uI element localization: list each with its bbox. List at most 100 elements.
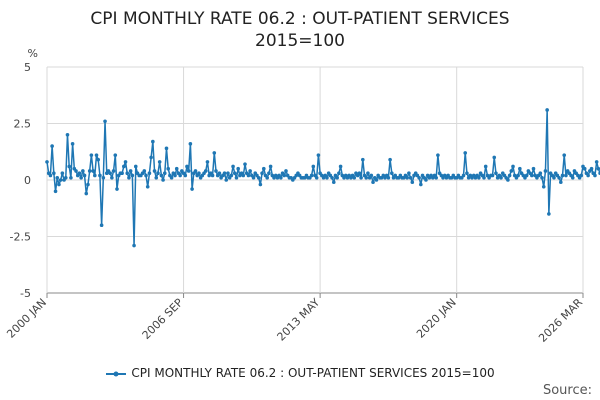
data-point (541, 184, 546, 189)
data-point (226, 171, 230, 176)
data-point (154, 175, 159, 180)
data-point (190, 187, 194, 191)
x-tick-label: 2000 JAN (4, 296, 49, 341)
data-point (224, 178, 229, 182)
data-point (463, 151, 468, 155)
data-point (169, 175, 174, 180)
data-point (133, 164, 138, 169)
data-point (482, 175, 486, 180)
data-point (529, 173, 534, 178)
data-point (314, 175, 319, 180)
data-point (241, 173, 246, 178)
data-point (94, 153, 99, 157)
data-point (477, 175, 481, 180)
data-point (330, 175, 334, 180)
data-point (316, 153, 321, 157)
chart-title-line2: 2015=100 (255, 31, 345, 51)
data-point (111, 169, 116, 173)
data-point (55, 175, 60, 180)
data-point (45, 160, 49, 164)
data-point (596, 166, 600, 171)
data-point (70, 142, 75, 146)
x-tick-label: 2026 MAR (536, 296, 585, 345)
data-point (461, 173, 466, 178)
data-point (570, 175, 575, 180)
data-point (434, 175, 439, 180)
data-point (405, 175, 409, 180)
data-point (157, 160, 162, 164)
data-point (113, 153, 118, 157)
data-point (151, 139, 155, 144)
data-point (144, 173, 148, 178)
data-point (156, 171, 160, 176)
data-point (60, 171, 65, 176)
data-point (361, 157, 365, 162)
data-point (540, 175, 544, 180)
data-point (552, 175, 556, 180)
data-point (101, 175, 106, 180)
data-point (586, 173, 590, 178)
data-point (359, 175, 363, 180)
data-point (210, 173, 215, 178)
data-point (388, 157, 392, 162)
data-point (115, 187, 119, 191)
data-point (65, 133, 70, 137)
data-point (58, 178, 63, 182)
data-point (229, 173, 234, 178)
data-point (79, 175, 83, 180)
data-point (417, 175, 421, 180)
data-point (364, 175, 369, 180)
data-point (96, 157, 101, 162)
data-point (338, 164, 343, 169)
data-point (268, 164, 273, 169)
data-point (108, 171, 112, 176)
data-point (86, 182, 90, 187)
data-point (162, 171, 167, 176)
legend-swatch (106, 371, 127, 376)
data-point (325, 175, 329, 180)
data-point (236, 166, 240, 171)
data-point (232, 171, 237, 176)
data-point (335, 175, 339, 180)
data-point (57, 182, 61, 187)
data-point (490, 173, 495, 178)
data-point (309, 173, 314, 178)
data-point (243, 162, 247, 166)
data-point (212, 151, 217, 155)
data-point (593, 173, 597, 178)
data-point (518, 166, 522, 171)
data-point (234, 175, 239, 180)
data-point (159, 173, 164, 178)
data-point (560, 173, 565, 178)
data-point (183, 173, 188, 178)
x-tick-label: 2013 MAY (275, 296, 323, 344)
data-point (127, 175, 131, 180)
data-point (217, 171, 222, 176)
data-point (130, 173, 135, 178)
data-point (424, 178, 428, 182)
y-tick-label: 0 (24, 174, 31, 187)
data-point (185, 164, 189, 169)
data-point (77, 171, 82, 176)
data-point (492, 155, 497, 160)
chart-title: CPI MONTHLY RATE 06.2 : OUT-PATIENT SERV… (0, 8, 600, 52)
data-point (369, 173, 374, 178)
data-point (193, 169, 198, 173)
data-point (284, 169, 288, 173)
source-label: Source: (542, 383, 592, 398)
data-point (366, 171, 370, 176)
data-point (559, 180, 563, 185)
data-point (98, 173, 102, 178)
data-point (265, 175, 270, 180)
data-point (507, 173, 512, 178)
data-point (166, 166, 170, 171)
data-point (538, 171, 543, 176)
data-point (407, 171, 411, 176)
data-point (374, 178, 379, 182)
data-point (53, 189, 58, 194)
data-point (543, 169, 548, 173)
data-point (203, 169, 208, 173)
data-point (81, 169, 85, 173)
data-point (531, 166, 536, 171)
data-point (91, 169, 95, 173)
